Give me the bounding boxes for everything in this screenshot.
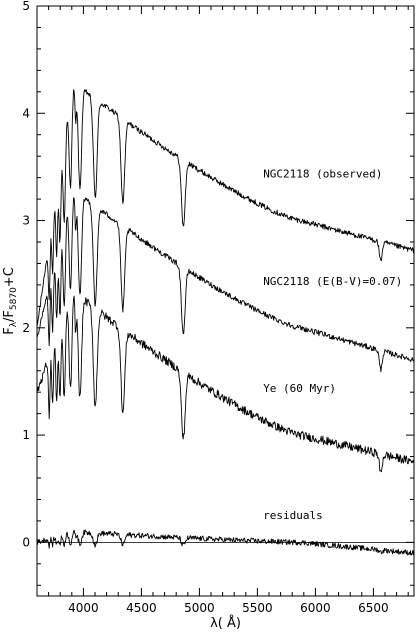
- x-tick-label: 5000: [184, 601, 215, 615]
- annotation-label-2: NGC2118 (E(B-V)=0.07): [263, 275, 402, 288]
- spectrum-line-ngc2118-reddened: [36, 197, 415, 373]
- y-tick-label: 4: [22, 106, 30, 120]
- data-layer: [36, 89, 415, 556]
- y-tick-label: 5: [22, 0, 30, 13]
- x-tick-label: 4500: [126, 601, 157, 615]
- x-tick-label: 4000: [68, 601, 99, 615]
- annotation-layer: NGC2118 (observed) NGC2118 (E(B-V)=0.07) Y…: [263, 168, 402, 522]
- x-tick-label: 6000: [300, 601, 331, 615]
- annotation-label-4: residuals: [263, 509, 323, 522]
- axes-layer: [36, 5, 415, 597]
- y-tick-label: 0: [22, 535, 30, 549]
- y-tick-label: 3: [22, 214, 30, 228]
- x-tick-label: 6500: [358, 601, 389, 615]
- annotation-label-3: Ye (60 Myr): [263, 382, 336, 395]
- spectrum-line-residuals: [36, 529, 415, 556]
- x-tick-label: 5500: [242, 601, 273, 615]
- x-axis-title: λ( Å): [210, 615, 241, 631]
- y-axis-title: Fλ/F5870+C: [2, 267, 19, 335]
- y-tick-label: 2: [22, 321, 30, 335]
- plot-frame: [36, 5, 415, 597]
- label-layer: 4000 4500 5000 5500 6000 6500 0 1 2 3 4 5 λ( Å) Fλ/F5…: [2, 0, 389, 631]
- y-tick-label: 1: [22, 428, 30, 442]
- annotation-label-1: NGC2118 (observed): [263, 168, 382, 181]
- spectrum-line-ye-60myr: [36, 295, 415, 473]
- spectrum-line-ngc2118-observed: [36, 89, 415, 326]
